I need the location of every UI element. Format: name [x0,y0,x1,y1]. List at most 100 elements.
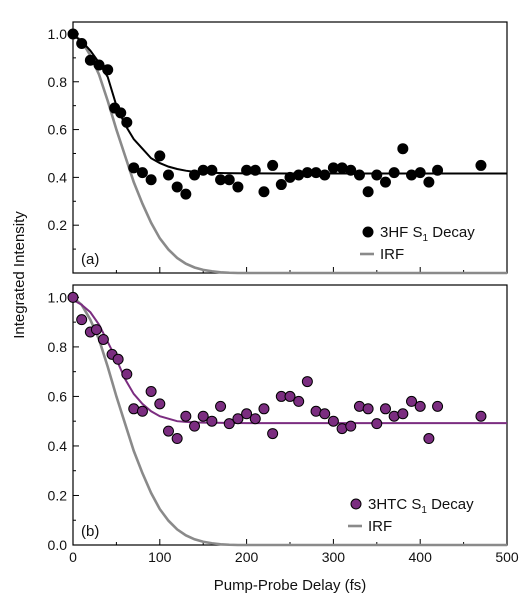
data-point [423,433,435,445]
data-point [171,433,183,445]
data-point [223,174,235,186]
data-point [180,410,192,422]
y-tick-label: 0.4 [48,169,68,185]
data-point [206,164,218,176]
x-tick-label: 100 [148,549,172,565]
legend-label: IRF [380,246,404,263]
fit-line [72,34,507,175]
data-point [154,398,166,410]
data-point [406,395,418,407]
legend-marker [350,498,362,510]
panel-label: (a) [81,251,99,268]
legend-marker [362,226,374,238]
y-tick-label: 1.0 [48,26,68,42]
legend-label: 3HTC S1 Decay [368,496,474,516]
data-point [90,324,102,336]
legend-label: IRF [368,518,392,535]
data-point [197,410,209,422]
data-point [162,425,174,437]
x-tick-label: 200 [235,549,259,565]
data-point [353,169,365,181]
x-axis-label: Pump-Probe Delay (fs) [214,577,367,594]
data-point [128,162,140,174]
y-tick-label: 0.6 [48,388,68,404]
x-tick-label: 500 [495,549,519,565]
data-point [112,353,124,365]
legend-label: 3HF S1 Decay [380,224,475,244]
data-point [345,420,357,432]
irf-line [72,296,507,547]
data-point [102,64,114,76]
data-point [136,167,148,179]
y-tick-label: 0.2 [48,217,68,233]
data-point [249,164,261,176]
panel-b: 0.0 0.2 0.4 0.6 0.8 1.0 0 100 200 300 400 500 (b) 3HT… [48,284,519,565]
data-point [388,167,400,179]
data-point [76,314,88,326]
data-point [84,54,96,66]
panel-label: (b) [81,523,99,540]
data-point [97,333,109,345]
data-point [232,413,244,425]
x-tick-label: 300 [322,549,346,565]
data-point [327,415,339,427]
data-point [223,418,235,430]
data-point [397,143,409,155]
data-point [76,38,88,50]
data-point [232,181,244,193]
data-point [371,169,383,181]
data-point [206,415,218,427]
data-point [249,413,261,425]
data-point [362,186,374,198]
y-tick-label: 0.4 [48,438,68,454]
data-point [215,400,227,412]
data-point [379,403,391,415]
data-point [397,408,409,420]
y-tick-label: 1.0 [48,289,68,305]
data-point [189,420,201,432]
irf-line [72,32,507,275]
data-point [154,150,166,162]
data-point [67,28,79,40]
data-point [293,395,305,407]
data-point [475,410,487,422]
data-point [115,107,127,119]
y-tick-label: 0.8 [48,339,68,355]
data-point [379,176,391,188]
x-tick-label: 0 [69,549,77,565]
y-axis-label: Integrated Intensity [11,211,28,339]
y-tick-label: 0.6 [48,122,68,138]
data-point [319,408,331,420]
data-point [258,403,270,415]
data-point [432,164,444,176]
data-point [423,176,435,188]
data-point [162,169,174,181]
data-point [267,159,279,171]
data-point [362,403,374,415]
panel-a: 0.2 0.4 0.6 0.8 1.0 (a) 3HF S1 Decay IRF [48,21,508,275]
data-point [93,59,105,71]
data-point [136,405,148,417]
data-point [275,179,287,191]
data-point [284,390,296,402]
data-point [319,169,331,181]
data-point [121,116,133,128]
data-point [258,186,270,198]
data-point [171,181,183,193]
data-point [145,385,157,397]
data-point [414,167,426,179]
data-point [241,408,253,420]
data-point [475,159,487,171]
x-tick-label: 400 [409,549,433,565]
data-point [145,174,157,186]
data-point [267,428,279,440]
y-tick-label: 0.8 [48,74,68,90]
data-point [301,376,313,388]
data-point [67,291,79,303]
data-point [121,368,133,380]
y-tick-label: 0.0 [48,537,68,553]
data-point [371,418,383,430]
data-point [414,400,426,412]
data-point [189,169,201,181]
